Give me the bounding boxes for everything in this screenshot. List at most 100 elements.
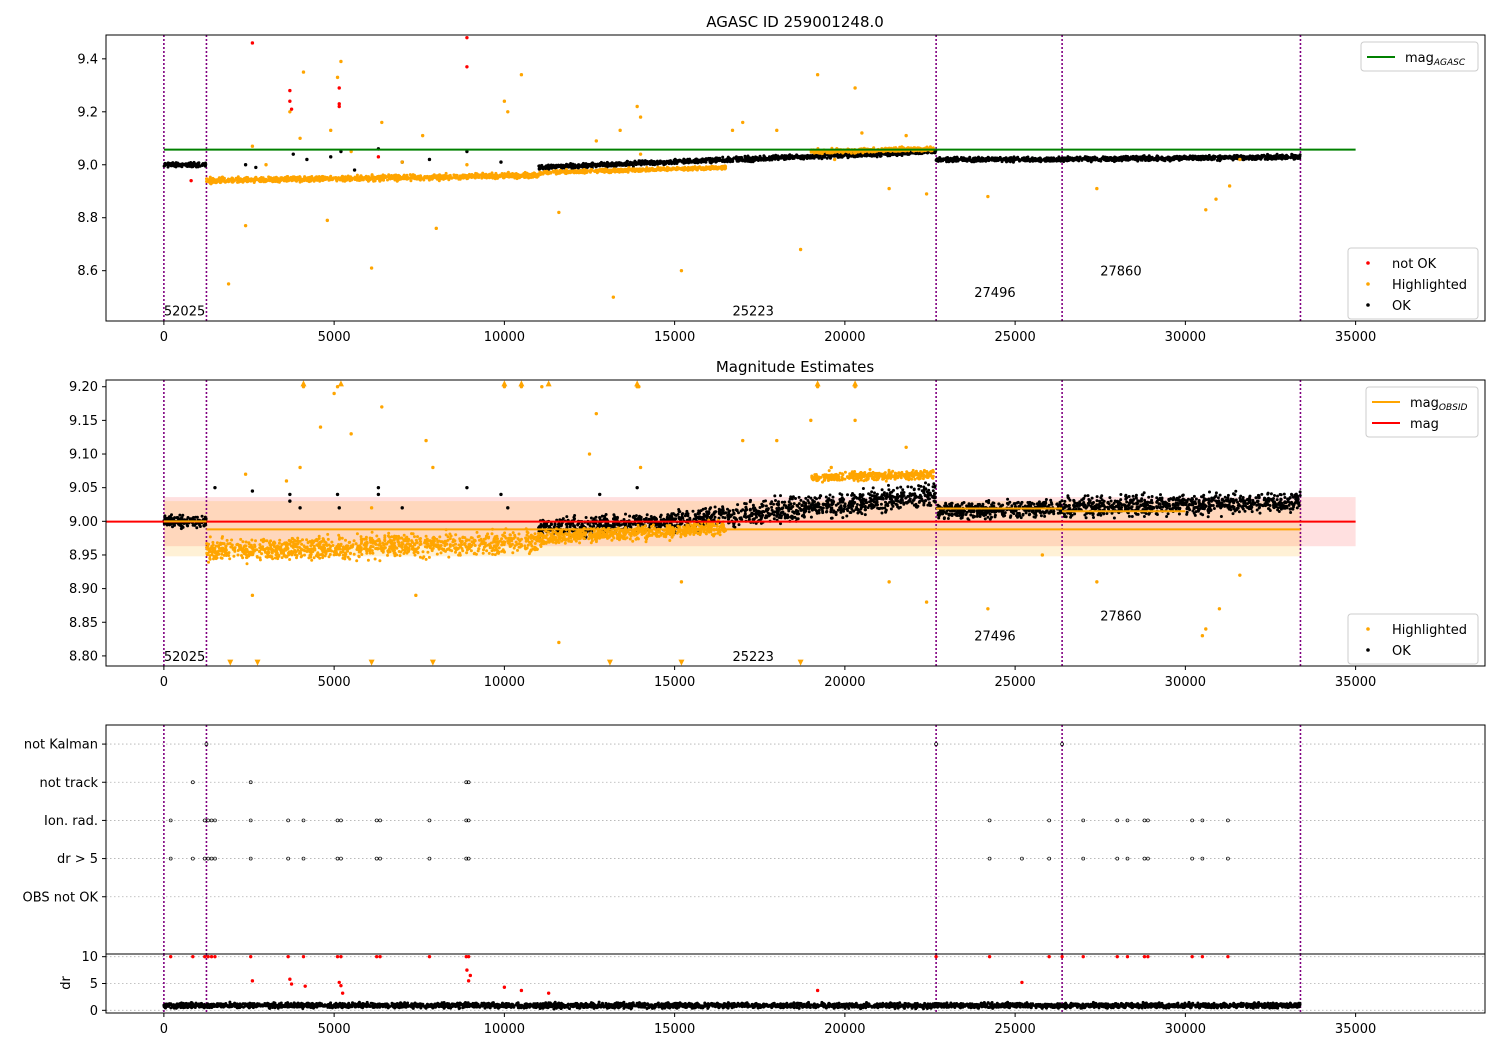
point-highlighted (672, 166, 675, 170)
point-highlighted (635, 169, 639, 173)
point-highlighted (541, 172, 545, 176)
point-highlighted (289, 176, 293, 180)
point-highlighted-sparse (369, 266, 374, 270)
point-ok (196, 161, 200, 165)
point-ok (935, 158, 938, 162)
point-highlighted (330, 178, 334, 182)
point-highlighted (691, 165, 694, 169)
point-ok (202, 524, 206, 527)
point-highlighted (408, 176, 411, 180)
point-ok (898, 152, 902, 156)
point-ok (634, 161, 638, 165)
point-highlighted (216, 178, 220, 182)
point-highlighted (263, 180, 267, 184)
point-ok (953, 155, 957, 159)
point-ok (825, 156, 829, 160)
point-ok (185, 165, 189, 168)
point-ok (1038, 156, 1042, 160)
point-ok (1012, 159, 1016, 162)
point-ok (162, 164, 166, 168)
point-highlighted-sparse (832, 157, 837, 162)
point-ok (722, 158, 726, 162)
point-ok (954, 158, 957, 162)
point-ok (1111, 158, 1115, 162)
point-highlighted-sparse (325, 218, 330, 223)
point-ok (188, 517, 192, 521)
point-highlighted (438, 176, 442, 180)
point-highlighted (556, 171, 560, 175)
point-ok (198, 164, 202, 168)
point-ok (581, 165, 584, 169)
point-highlighted-sparse (298, 136, 302, 140)
point-ok (1030, 157, 1034, 161)
point-ok (854, 155, 858, 158)
point-highlighted (376, 175, 379, 178)
point-ok (713, 158, 717, 162)
point-ok (940, 157, 944, 161)
point-ok (178, 162, 182, 166)
point-ok (1108, 156, 1112, 159)
point-ok (1139, 158, 1143, 162)
point-ok (1049, 158, 1053, 162)
point-highlighted (300, 179, 304, 183)
point-ok (605, 162, 608, 166)
point-ok (1168, 159, 1172, 163)
point-ok (557, 164, 561, 168)
point-ok (664, 162, 667, 166)
point-ok (1236, 154, 1240, 158)
point-ok (1278, 154, 1282, 158)
point-highlighted-sparse (798, 247, 803, 252)
point-ok (191, 165, 195, 169)
point-ok (186, 524, 190, 528)
point-ok (1200, 157, 1204, 161)
point-ok (621, 162, 624, 166)
point-highlighted (295, 177, 299, 181)
point-highlighted (682, 167, 686, 170)
point-ok (802, 155, 806, 159)
point-ok (717, 158, 721, 161)
panel-title: AGASC ID 259001248.0 (706, 13, 884, 31)
point-ok (863, 154, 867, 157)
point-ok (601, 162, 605, 165)
point-highlighted (633, 167, 637, 171)
point-highlighted (302, 177, 306, 181)
point-highlighted-sparse (420, 133, 425, 138)
point-highlighted (367, 175, 370, 179)
point-highlighted (349, 175, 353, 179)
point-highlighted (438, 174, 442, 178)
point-highlighted (244, 178, 248, 182)
point-ok (1147, 154, 1151, 158)
point-ok (640, 161, 644, 165)
point-highlighted-sparse (1227, 184, 1232, 188)
point-ok (1094, 157, 1098, 161)
point-ok (1223, 154, 1227, 158)
point-ok (567, 164, 571, 168)
legend-dot-swatch (1366, 303, 1370, 307)
point-ok (971, 158, 974, 162)
point-ok (1060, 157, 1064, 161)
obsid-label: 27860 (1100, 265, 1141, 280)
point-ok (1175, 157, 1179, 161)
point-ok (203, 163, 207, 167)
point-ok (1208, 156, 1212, 160)
point-highlighted (387, 175, 391, 179)
point-highlighted-sparse (924, 192, 929, 196)
point-ok (177, 522, 181, 526)
point-ok (1185, 156, 1189, 160)
point-ok (538, 167, 542, 170)
point-highlighted (394, 173, 398, 177)
point-ok (832, 154, 836, 158)
point-ok (1114, 159, 1118, 163)
point-highlighted-sparse (335, 75, 340, 80)
point-highlighted (429, 176, 433, 180)
point-highlighted (470, 173, 474, 177)
point-ok (731, 157, 735, 161)
point-ok (793, 155, 796, 158)
point-ok (1273, 154, 1277, 158)
point-ok-sparse (499, 160, 503, 164)
point-highlighted (372, 179, 376, 183)
point-ok (1163, 159, 1167, 163)
point-ok (1144, 156, 1148, 160)
point-highlighted (308, 179, 311, 183)
